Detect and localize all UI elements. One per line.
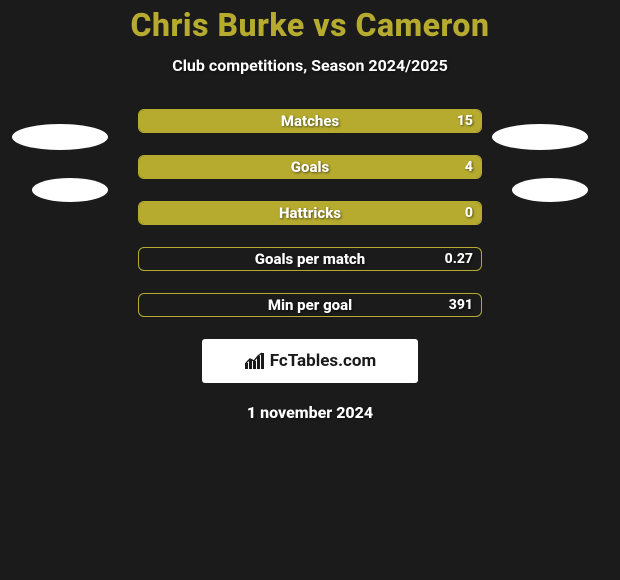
page-title: Chris Burke vs Cameron bbox=[0, 6, 620, 44]
stat-label: Min per goal bbox=[139, 294, 481, 316]
player-ellipse-0 bbox=[12, 124, 108, 150]
stat-bar-fill bbox=[139, 202, 481, 224]
stat-bar-goals: Goals4 bbox=[138, 155, 482, 179]
brand-text: FcTables.com bbox=[270, 351, 376, 371]
player-ellipse-1 bbox=[32, 178, 108, 202]
stat-bar-matches: Matches15 bbox=[138, 109, 482, 133]
stat-bar-goals-per-match: Goals per match0.27 bbox=[138, 247, 482, 271]
player-ellipse-2 bbox=[492, 124, 588, 150]
bars-chart-icon bbox=[244, 351, 266, 371]
stat-value: 391 bbox=[449, 294, 473, 316]
stat-bar-hattricks: Hattricks0 bbox=[138, 201, 482, 225]
brand-inner: FcTables.com bbox=[244, 351, 376, 371]
content-root: Chris Burke vs Cameron Club competitions… bbox=[0, 0, 620, 422]
date-label: 1 november 2024 bbox=[0, 403, 620, 422]
stat-value: 0.27 bbox=[445, 248, 473, 270]
stat-bars: Matches15 Goals4 Hattricks0 Goals per match… bbox=[138, 109, 482, 317]
comparison-stage: Matches15 Goals4 Hattricks0 Goals per match… bbox=[0, 109, 620, 422]
stat-label: Goals per match bbox=[139, 248, 481, 270]
subtitle: Club competitions, Season 2024/2025 bbox=[0, 56, 620, 75]
player-ellipse-3 bbox=[512, 178, 588, 202]
brand-badge[interactable]: FcTables.com bbox=[202, 339, 418, 383]
stat-bar-min-per-goal: Min per goal391 bbox=[138, 293, 482, 317]
stat-bar-fill bbox=[139, 156, 481, 178]
stat-bar-fill bbox=[139, 110, 481, 132]
